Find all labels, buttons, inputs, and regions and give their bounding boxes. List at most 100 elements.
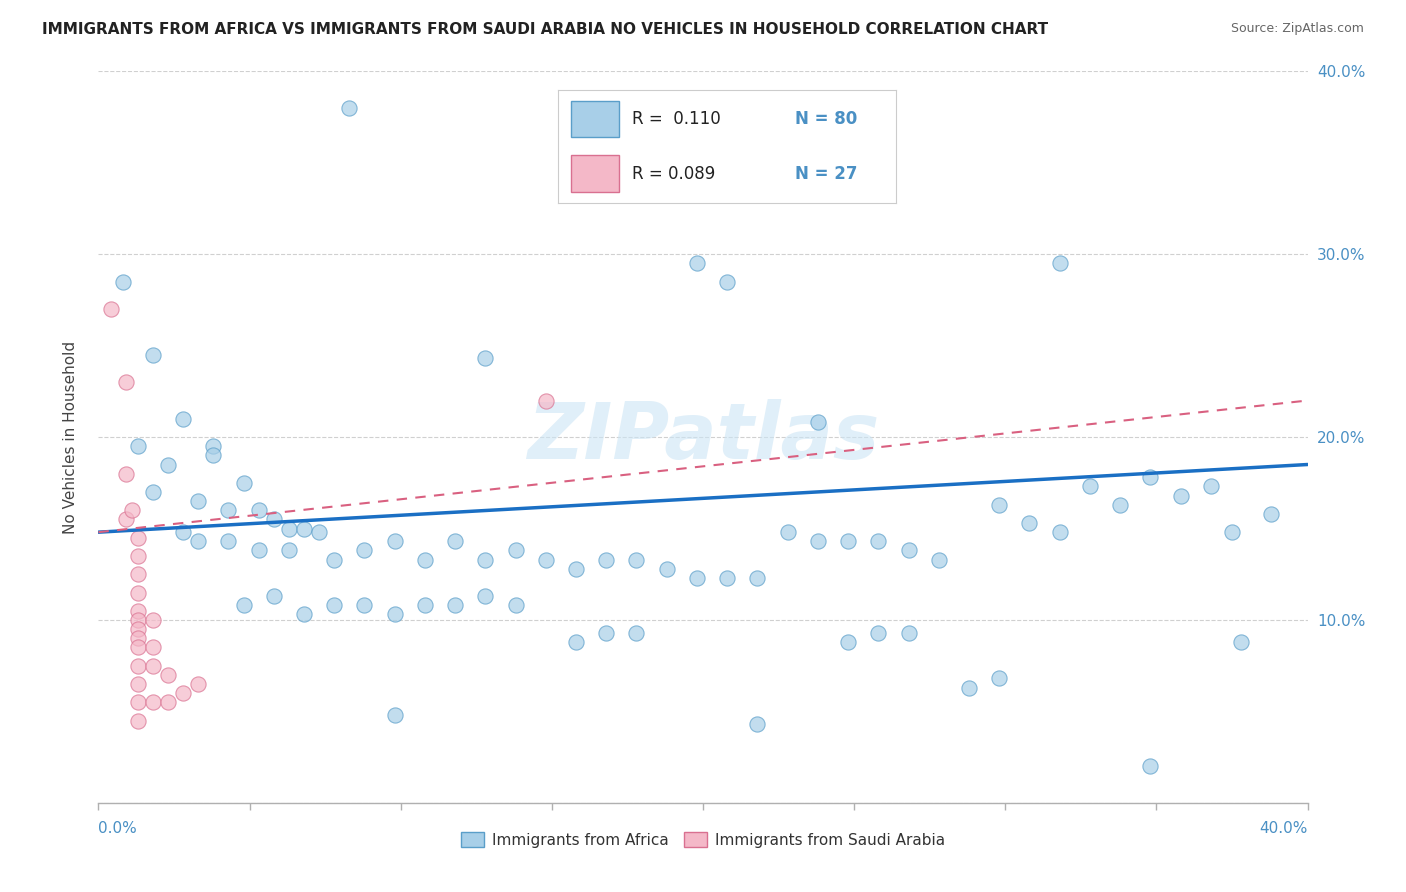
Point: [127, 658, 149, 673]
Point: [202, 439, 225, 453]
Point: [1109, 498, 1132, 512]
Point: [142, 695, 165, 709]
Text: IMMIGRANTS FROM AFRICA VS IMMIGRANTS FROM SAUDI ARABIA NO VEHICLES IN HOUSEHOLD : IMMIGRANTS FROM AFRICA VS IMMIGRANTS FRO…: [42, 22, 1049, 37]
Point: [1049, 525, 1071, 540]
Point: [837, 534, 859, 549]
Y-axis label: No Vehicles in Household: No Vehicles in Household: [63, 341, 77, 533]
Point: [655, 562, 678, 576]
Point: [716, 571, 738, 585]
Point: [127, 640, 149, 655]
Point: [957, 681, 980, 695]
Point: [686, 571, 709, 585]
Point: [263, 512, 285, 526]
Point: [127, 695, 149, 709]
Point: [897, 625, 920, 640]
Point: [127, 714, 149, 728]
Point: [292, 607, 315, 622]
Point: [323, 599, 346, 613]
Point: [263, 589, 285, 603]
Point: [928, 552, 950, 566]
Point: [686, 256, 709, 270]
Text: Source: ZipAtlas.com: Source: ZipAtlas.com: [1230, 22, 1364, 36]
Point: [1220, 525, 1243, 540]
Point: [127, 604, 149, 618]
Point: [565, 635, 588, 649]
Point: [127, 549, 149, 563]
Point: [247, 503, 270, 517]
Point: [277, 521, 299, 535]
Point: [837, 635, 859, 649]
Point: [292, 521, 315, 535]
Point: [868, 534, 890, 549]
Point: [505, 543, 527, 558]
Point: [127, 632, 149, 646]
Point: [413, 552, 436, 566]
Point: [217, 534, 239, 549]
Point: [142, 658, 165, 673]
Point: [121, 503, 143, 517]
Point: [413, 599, 436, 613]
Point: [187, 494, 209, 508]
Point: [142, 613, 165, 627]
Point: [747, 717, 769, 731]
Point: [595, 552, 617, 566]
Point: [988, 498, 1011, 512]
Point: [1199, 479, 1222, 493]
Point: [384, 708, 406, 723]
Point: [384, 607, 406, 622]
Point: [114, 512, 136, 526]
Point: [217, 503, 239, 517]
Text: ZIPatlas: ZIPatlas: [527, 399, 879, 475]
Point: [505, 599, 527, 613]
Point: [232, 599, 254, 613]
Point: [474, 552, 496, 566]
Point: [353, 543, 375, 558]
Point: [100, 301, 122, 317]
Point: [565, 562, 588, 576]
Point: [337, 101, 360, 115]
Point: [474, 589, 496, 603]
Point: [988, 672, 1011, 686]
Point: [111, 275, 134, 289]
Point: [897, 543, 920, 558]
Text: 40.0%: 40.0%: [1260, 822, 1308, 837]
Point: [747, 571, 769, 585]
Point: [127, 531, 149, 545]
Point: [127, 439, 149, 453]
Point: [353, 599, 375, 613]
Point: [1049, 256, 1071, 270]
Point: [127, 677, 149, 691]
Point: [1260, 507, 1282, 521]
Point: [232, 475, 254, 490]
Point: [277, 543, 299, 558]
Point: [1230, 635, 1253, 649]
Point: [444, 534, 467, 549]
Point: [127, 585, 149, 599]
Point: [202, 448, 225, 462]
Point: [142, 485, 165, 500]
Point: [807, 534, 830, 549]
Point: [127, 613, 149, 627]
Point: [323, 552, 346, 566]
Point: [1078, 479, 1101, 493]
Point: [776, 525, 799, 540]
Point: [1139, 759, 1161, 773]
Point: [595, 625, 617, 640]
Point: [156, 667, 179, 681]
Point: [172, 412, 194, 426]
Point: [172, 525, 194, 540]
Point: [1018, 516, 1040, 530]
Legend: Immigrants from Africa, Immigrants from Saudi Arabia: Immigrants from Africa, Immigrants from …: [456, 825, 950, 854]
Point: [474, 351, 496, 366]
Point: [1139, 470, 1161, 484]
Point: [534, 393, 557, 408]
Point: [444, 599, 467, 613]
Point: [114, 467, 136, 481]
Point: [868, 625, 890, 640]
Point: [716, 275, 738, 289]
Point: [1170, 489, 1192, 503]
Point: [384, 534, 406, 549]
Point: [156, 458, 179, 472]
Point: [626, 552, 648, 566]
Text: 0.0%: 0.0%: [98, 822, 138, 837]
